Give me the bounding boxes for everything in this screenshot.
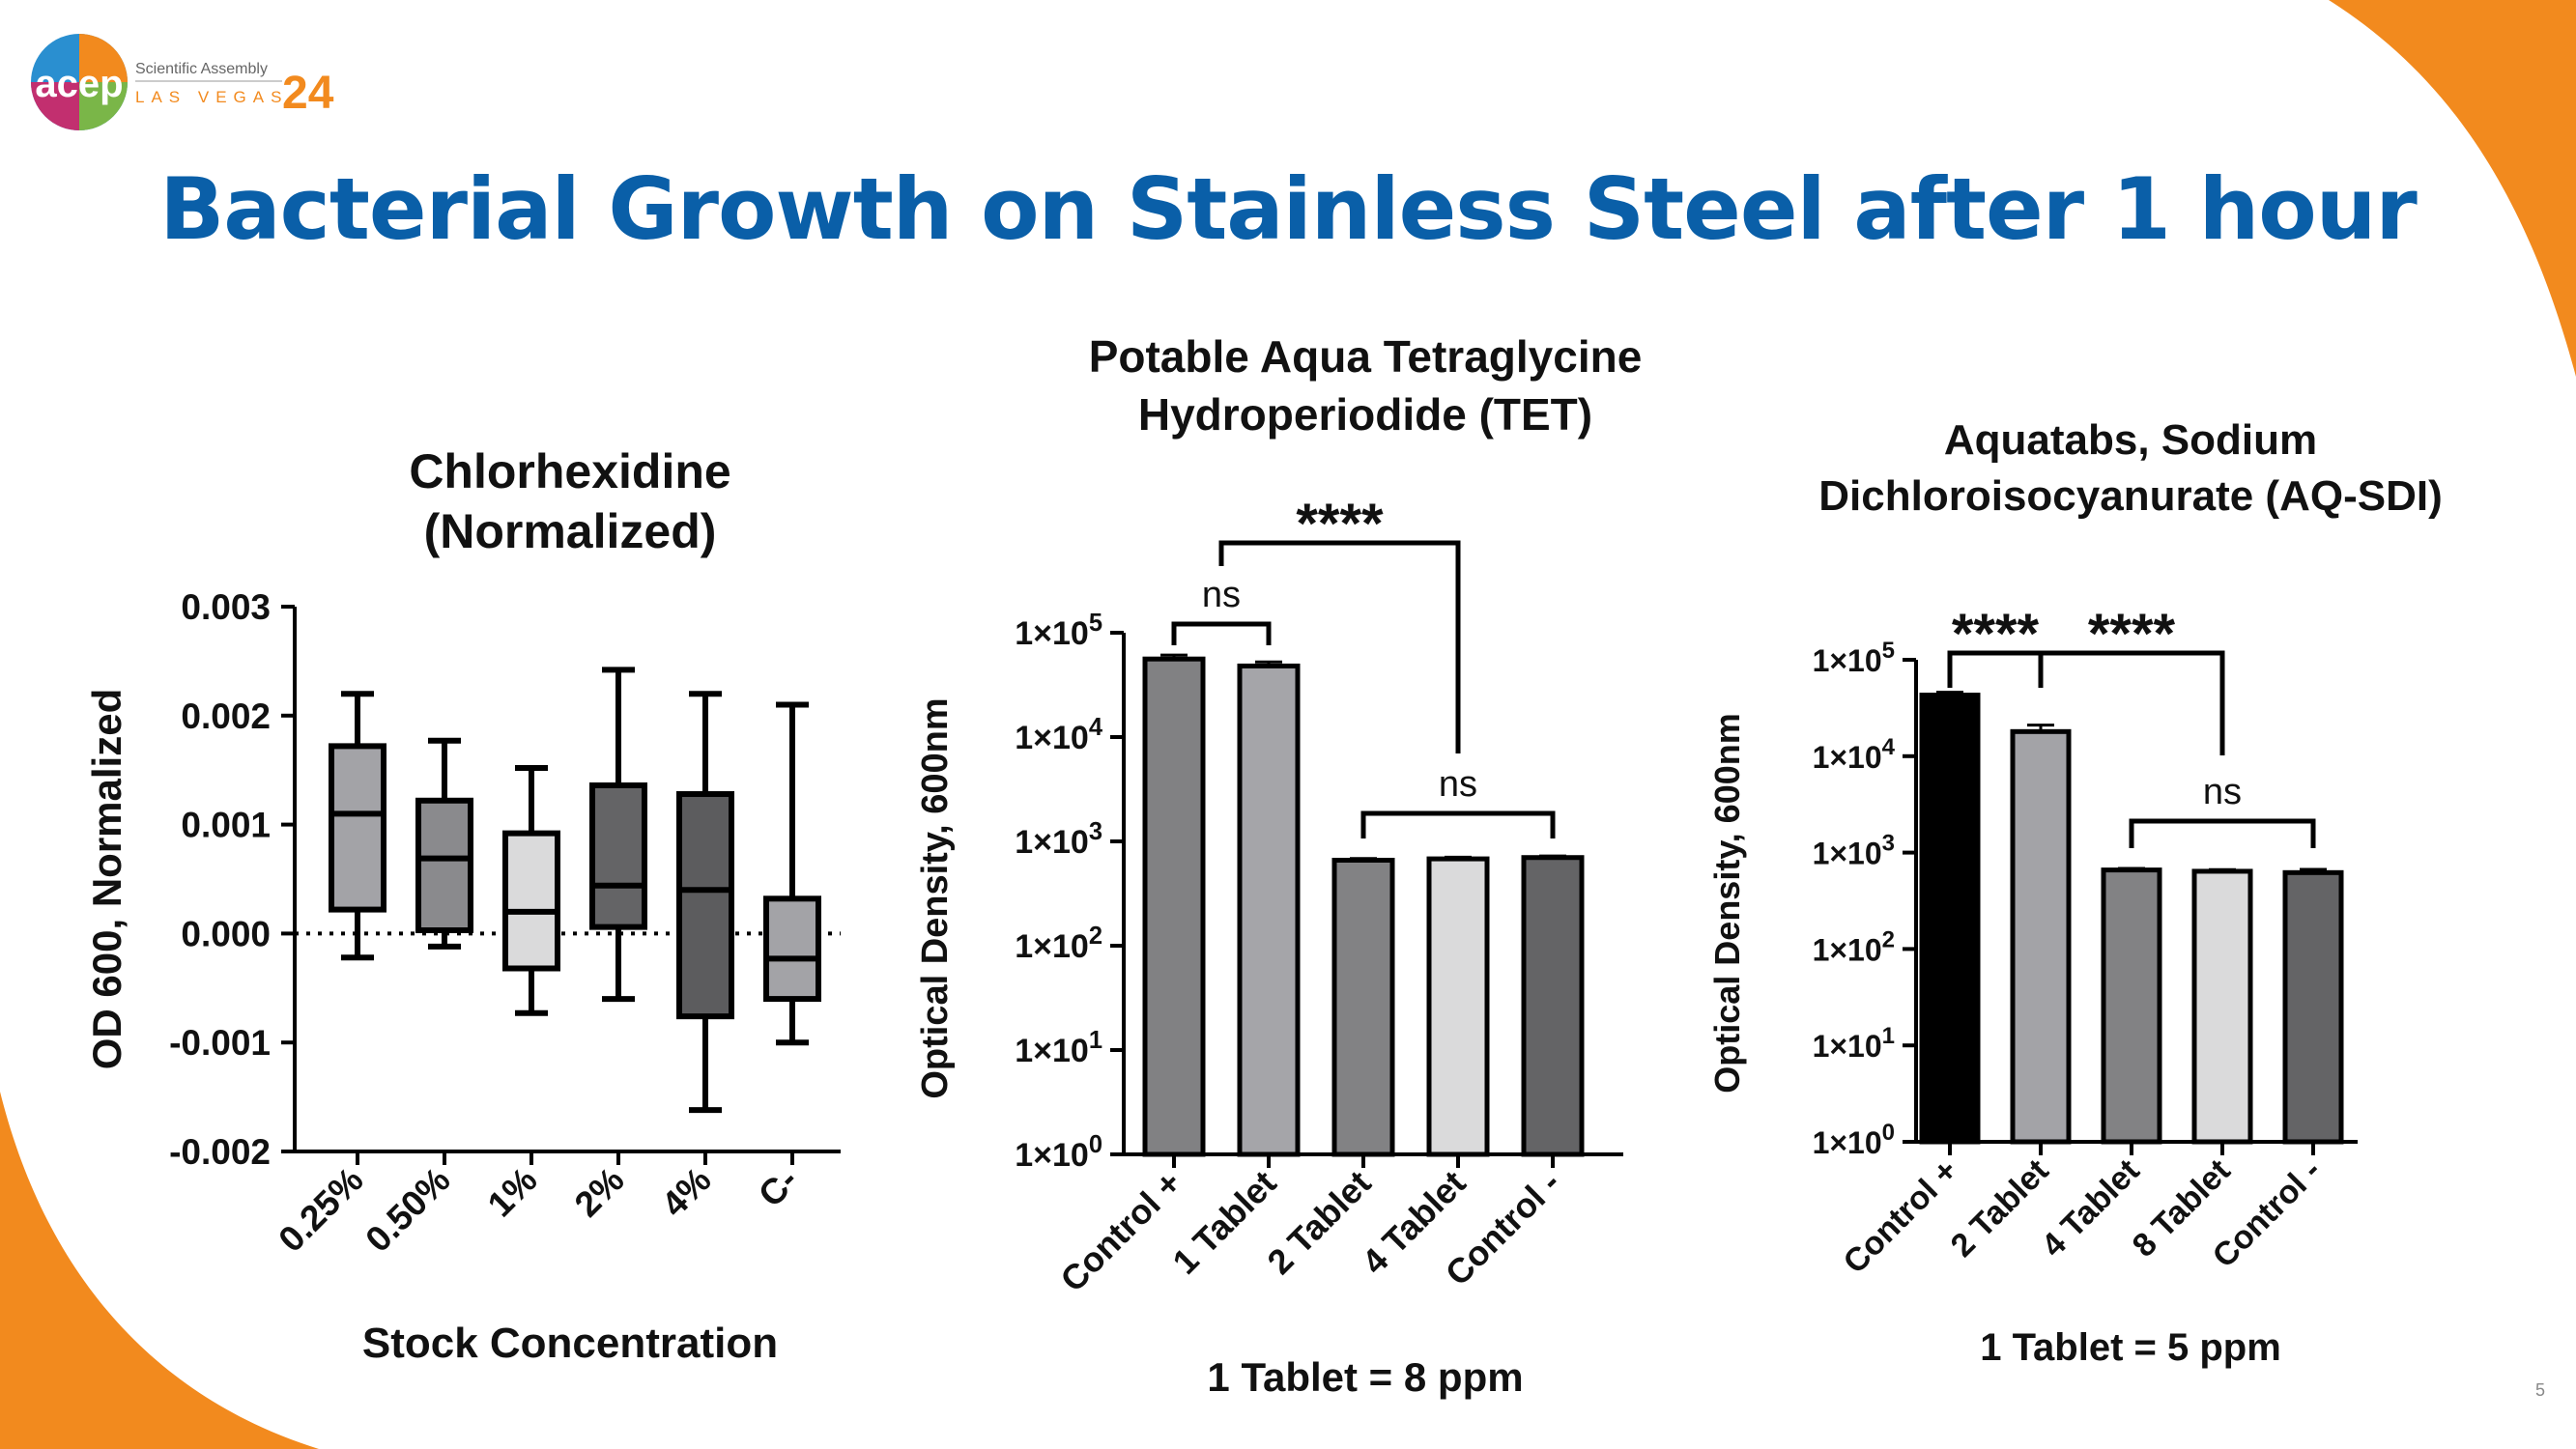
chart1-box [415,797,473,934]
chart1-y-tick-label: 0.001 [181,806,271,845]
chart2-bar [1142,656,1206,1157]
chart2-y-tick-label: 1×104 [1015,714,1103,756]
chart1-title-line: Chlorhexidine [409,444,730,498]
chart1-y-axis-label: OD 600, Normalized [84,689,129,1069]
chart3-x-tick-label: 2 Tablet [1944,1152,2056,1264]
chart1-box [329,743,386,913]
chart2-title-line: Hydroperiodide (TET) [1138,389,1592,440]
chart1-box [502,830,560,972]
chart2-y-tick-label: 1×103 [1015,818,1102,861]
orange-corner-bottom-left [0,1092,319,1449]
chart3-y-tick-label: 1×100 [1813,1120,1895,1160]
chart2-significance-label: ns [1202,575,1241,615]
chart2-significance-bracket [1171,621,1272,645]
page-title: Bacterial Growth on Stainless Steel afte… [159,159,2418,259]
chart2-significance-label: **** [1296,493,1384,555]
chart1-y-tick-label: 0.002 [181,696,271,736]
chart3-x-tick-label: Control + [1837,1152,1965,1281]
chart3-y-tick-label: 1×102 [1813,926,1895,967]
chart2-y-axis-label: Optical Density, 600nm [915,697,956,1098]
chart1-title-line: (Normalized) [424,504,717,558]
chart2-bar [1237,663,1301,1157]
chart3-significance-bracket [2129,818,2316,848]
chart1-x-axis-label: Stock Concentration [362,1320,778,1367]
chart3-y-axis-label: Optical Density, 600nm [1707,713,1747,1093]
chart3-y-tick-label: 1×103 [1813,831,1895,871]
chart2-significance-bracket [1218,540,1461,753]
chart2-y-tick-label: 1×100 [1015,1131,1102,1174]
logo-mark: acep [35,63,123,105]
chart1-box [763,895,821,1003]
slide-number: 5 [2534,1380,2545,1400]
chart3-y-tick-label: 1×105 [1813,638,1895,678]
chart3-title-line: Aquatabs, Sodium [1944,416,2317,464]
chart2-significance-bracket [1360,810,1556,838]
chart1-box [589,781,647,930]
orange-corner-top-right [2329,0,2576,377]
chart2-significance-label: ns [1439,764,1477,805]
chart1-y-tick-label: 0.003 [181,587,271,627]
chart3-significance-label: **** [1952,603,2040,666]
chart2-y-tick-label: 1×101 [1015,1027,1102,1069]
chart3-bar [2010,728,2072,1145]
chart3-bar [2282,869,2344,1145]
logo-line2: LAS VEGAS [135,88,288,106]
chart3-bar [1919,693,1981,1145]
logo-year: 24 [282,68,334,119]
chart3-bar [2191,868,2253,1145]
chart2-x-axis-label: 1 Tablet = 8 ppm [1207,1354,1523,1400]
chart1-box [676,791,734,1020]
chart1-y-tick-label: 0.000 [181,914,271,953]
chart3-y-tick-label: 1×101 [1813,1023,1895,1064]
chart1-y-tick-label: -0.002 [169,1132,271,1172]
acep-logo: acep Scientific Assembly LAS VEGAS 24 [29,29,348,135]
chart3-significance-label: **** [2088,603,2176,666]
chart3-bar [2101,867,2162,1145]
chart3-title-line: Dichloroisocyanurate (AQ-SDI) [1818,472,2442,520]
chart1-y-tick-label: -0.001 [169,1023,271,1063]
chart3-significance-label: ns [2203,772,2242,812]
chart2-y-tick-label: 1×102 [1015,923,1102,965]
logo-line1: Scientific Assembly [135,61,268,77]
chart2-title-line: Potable Aqua Tetraglycine [1089,331,1643,382]
chart3-x-axis-label: 1 Tablet = 5 ppm [1980,1326,2281,1369]
chart3-x-tick-label: 4 Tablet [2035,1152,2147,1264]
chart2-y-tick-label: 1×105 [1015,610,1102,652]
chart3-significance-bracket [2038,650,2225,755]
chart3-y-tick-label: 1×104 [1813,734,1896,775]
